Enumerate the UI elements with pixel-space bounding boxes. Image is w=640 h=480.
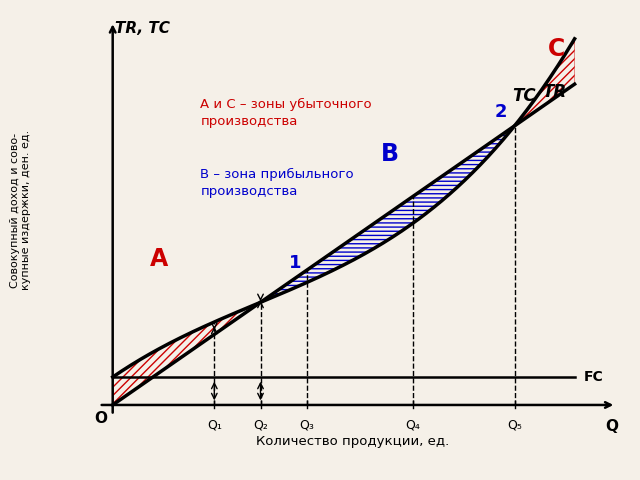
Text: B: B bbox=[381, 142, 399, 166]
Text: Совокупный доход и сово-
купные издержки, ден. ед.: Совокупный доход и сово- купные издержки… bbox=[10, 130, 31, 290]
Text: Q₅: Q₅ bbox=[507, 419, 522, 432]
Text: FC: FC bbox=[584, 370, 604, 384]
Text: Q₂: Q₂ bbox=[253, 419, 268, 432]
Text: 1: 1 bbox=[289, 254, 301, 272]
Text: TC: TC bbox=[512, 87, 536, 106]
Text: Q₃: Q₃ bbox=[300, 419, 314, 432]
Text: Количество продукции, ед.: Количество продукции, ед. bbox=[256, 434, 449, 448]
Text: O: O bbox=[95, 411, 108, 426]
Text: TR, TC: TR, TC bbox=[115, 21, 170, 36]
Text: Q: Q bbox=[605, 419, 618, 434]
Text: 2: 2 bbox=[495, 103, 507, 121]
Text: А и С – зоны убыточного
производства: А и С – зоны убыточного производства bbox=[200, 98, 372, 128]
Text: В – зона прибыльного
производства: В – зона прибыльного производства bbox=[200, 168, 354, 198]
Text: TR: TR bbox=[542, 84, 566, 101]
Text: A: A bbox=[150, 247, 168, 271]
Text: Q₄: Q₄ bbox=[406, 419, 420, 432]
Text: Q₁: Q₁ bbox=[207, 419, 221, 432]
Text: C: C bbox=[547, 37, 564, 61]
